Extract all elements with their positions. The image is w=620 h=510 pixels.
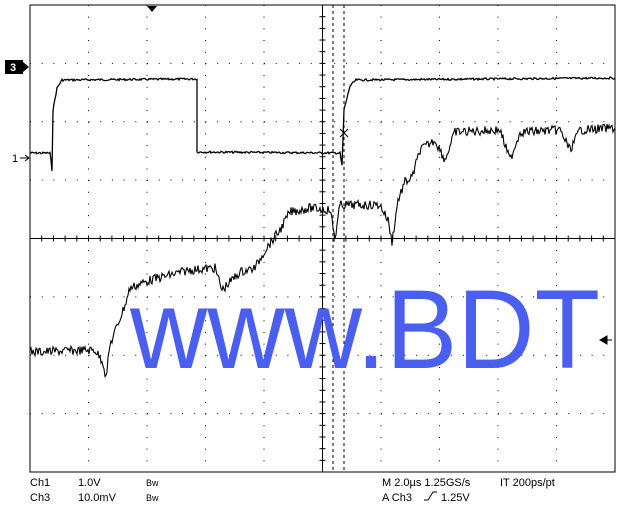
ch3-marker: 3 — [10, 62, 16, 74]
ch3-trace — [29, 123, 616, 378]
ch1-bandwidth: Bw — [146, 478, 159, 488]
ch3-label: Ch3 — [30, 492, 50, 504]
ch3-marker-box — [5, 60, 23, 74]
ch3-scale: 10.0mV — [78, 492, 117, 504]
trigger-level-arrow — [598, 335, 612, 345]
ch3-marker-arrow — [23, 62, 29, 72]
graticule — [29, 4, 616, 473]
timebase: M 2.0µs 1.25GS/s — [382, 477, 471, 489]
trigger-slope — [424, 491, 437, 501]
ch1-marker: 1 — [12, 153, 18, 165]
trigger-level: 1.25V — [441, 492, 470, 504]
ch1-scale: 1.0V — [78, 477, 101, 489]
trigger-point — [339, 128, 349, 138]
resolution: IT 200ps/pt — [500, 477, 555, 489]
trigger-position-arrow — [147, 6, 157, 12]
frame — [29, 4, 616, 473]
ch1-marker-arrow — [20, 154, 30, 162]
ch1-label: Ch1 — [30, 477, 50, 489]
watermark: www.BDT — [129, 267, 600, 392]
ch1-trace — [29, 76, 616, 171]
trigger-source: A Ch3 — [382, 492, 412, 504]
ch3-bandwidth: Bw — [146, 493, 159, 503]
